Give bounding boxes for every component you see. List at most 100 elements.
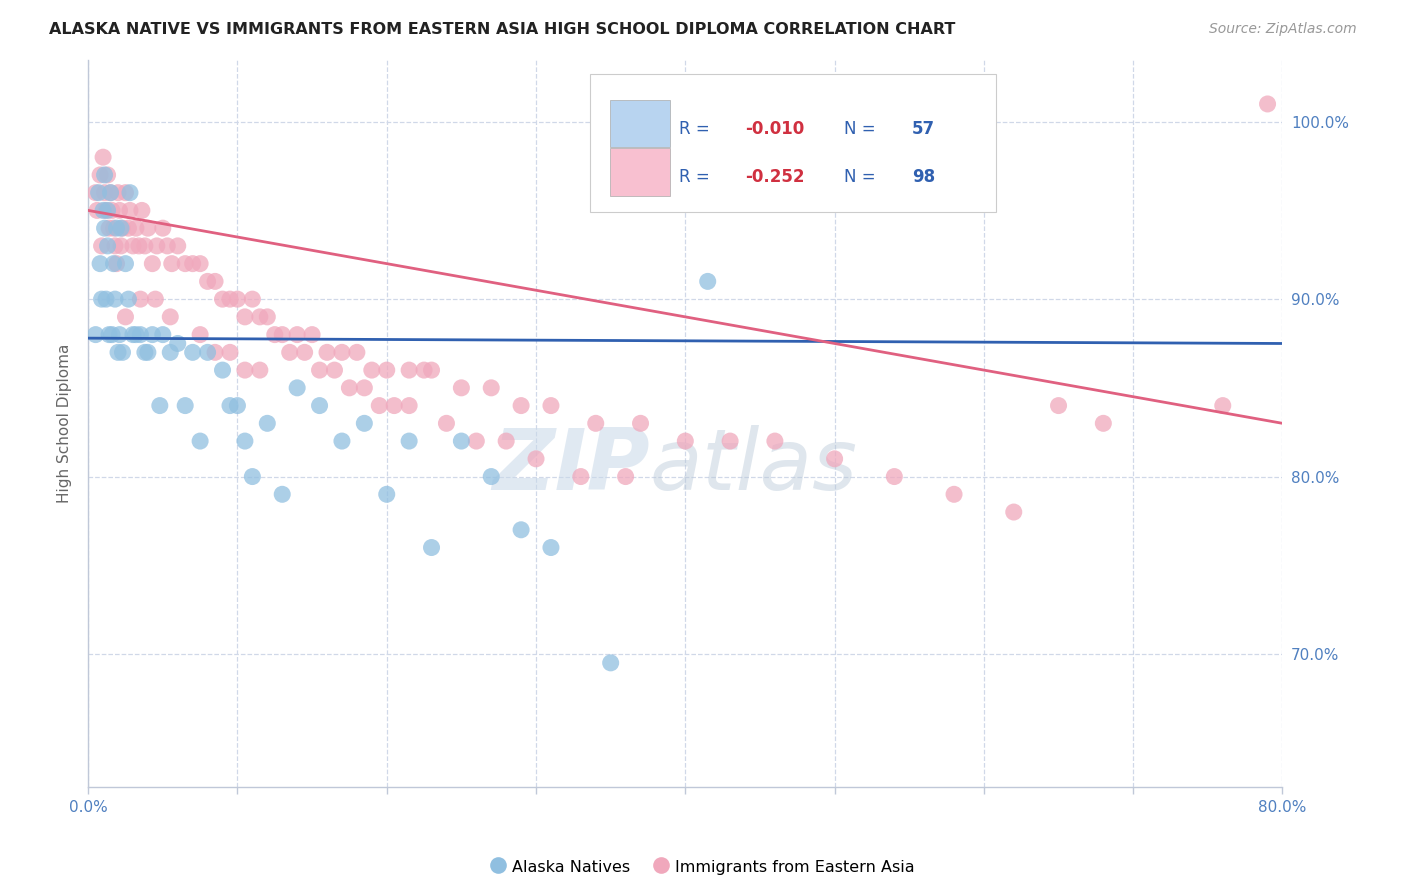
Point bbox=[943, 487, 966, 501]
Text: N =: N = bbox=[844, 120, 882, 137]
Point bbox=[104, 292, 127, 306]
Point bbox=[510, 399, 533, 413]
Point bbox=[84, 327, 107, 342]
Point bbox=[450, 381, 472, 395]
Point bbox=[330, 345, 353, 359]
Point bbox=[219, 399, 242, 413]
Point bbox=[294, 345, 316, 359]
Point bbox=[149, 399, 172, 413]
Point bbox=[413, 363, 436, 377]
Point bbox=[91, 150, 114, 164]
Point bbox=[93, 186, 115, 200]
Point bbox=[94, 203, 117, 218]
Point bbox=[673, 434, 696, 448]
Point bbox=[226, 399, 249, 413]
Point bbox=[308, 399, 330, 413]
Point bbox=[308, 363, 330, 377]
Point bbox=[249, 363, 271, 377]
Point bbox=[111, 221, 134, 235]
Point bbox=[122, 239, 145, 253]
Point bbox=[718, 434, 741, 448]
Point bbox=[174, 399, 197, 413]
Point bbox=[285, 381, 308, 395]
Point bbox=[278, 345, 301, 359]
Point bbox=[114, 257, 136, 271]
FancyBboxPatch shape bbox=[589, 74, 995, 212]
Point bbox=[524, 451, 547, 466]
Point bbox=[100, 186, 122, 200]
Point bbox=[103, 221, 125, 235]
Point bbox=[211, 363, 233, 377]
Text: N =: N = bbox=[844, 169, 882, 186]
Point bbox=[263, 327, 285, 342]
Point bbox=[1257, 97, 1279, 112]
FancyBboxPatch shape bbox=[610, 148, 669, 195]
Text: Source: ZipAtlas.com: Source: ZipAtlas.com bbox=[1209, 22, 1357, 37]
Point bbox=[174, 257, 197, 271]
Text: ZIP: ZIP bbox=[492, 425, 650, 508]
Point bbox=[599, 656, 621, 670]
Point bbox=[105, 257, 128, 271]
Point bbox=[166, 239, 188, 253]
FancyBboxPatch shape bbox=[610, 100, 669, 147]
Point bbox=[188, 257, 211, 271]
Point bbox=[152, 327, 174, 342]
Text: atlas: atlas bbox=[650, 425, 858, 508]
Point bbox=[90, 292, 112, 306]
Point bbox=[330, 434, 353, 448]
Point bbox=[166, 336, 188, 351]
Point bbox=[285, 327, 308, 342]
Point bbox=[117, 292, 139, 306]
Point bbox=[101, 203, 124, 218]
Point bbox=[90, 239, 112, 253]
Point bbox=[111, 345, 134, 359]
Legend: Alaska Natives, Immigrants from Eastern Asia: Alaska Natives, Immigrants from Eastern … bbox=[486, 854, 920, 880]
Point bbox=[197, 345, 219, 359]
Point bbox=[181, 257, 204, 271]
Point bbox=[219, 345, 242, 359]
Point bbox=[105, 221, 128, 235]
Point bbox=[93, 221, 115, 235]
Point bbox=[301, 327, 323, 342]
Point bbox=[159, 345, 181, 359]
Point bbox=[143, 292, 166, 306]
Point bbox=[98, 327, 121, 342]
Point bbox=[101, 327, 124, 342]
Point bbox=[104, 239, 127, 253]
Point bbox=[89, 168, 111, 182]
Point bbox=[883, 469, 905, 483]
Point bbox=[204, 274, 226, 288]
Point bbox=[436, 417, 458, 431]
Point bbox=[271, 487, 294, 501]
Point bbox=[97, 239, 120, 253]
Point bbox=[398, 434, 420, 448]
Point bbox=[141, 257, 163, 271]
Point bbox=[134, 345, 156, 359]
Point bbox=[316, 345, 339, 359]
Point bbox=[346, 345, 368, 359]
Point bbox=[398, 399, 420, 413]
Point bbox=[114, 310, 136, 324]
Point bbox=[249, 310, 271, 324]
Point bbox=[93, 168, 115, 182]
Point bbox=[110, 239, 132, 253]
Point bbox=[375, 363, 398, 377]
Point bbox=[614, 469, 637, 483]
Point bbox=[103, 257, 125, 271]
Point bbox=[353, 417, 375, 431]
Text: ALASKA NATIVE VS IMMIGRANTS FROM EASTERN ASIA HIGH SCHOOL DIPLOMA CORRELATION CH: ALASKA NATIVE VS IMMIGRANTS FROM EASTERN… bbox=[49, 22, 956, 37]
Point bbox=[233, 434, 256, 448]
Point bbox=[136, 221, 159, 235]
Point bbox=[696, 274, 718, 288]
Point bbox=[131, 203, 153, 218]
Point bbox=[540, 541, 562, 555]
Text: -0.010: -0.010 bbox=[745, 120, 804, 137]
Point bbox=[188, 327, 211, 342]
Point bbox=[94, 292, 117, 306]
Point bbox=[1212, 399, 1234, 413]
Point bbox=[360, 363, 382, 377]
Point bbox=[375, 487, 398, 501]
Point bbox=[97, 203, 120, 218]
Point bbox=[136, 345, 159, 359]
Text: -0.252: -0.252 bbox=[745, 169, 804, 186]
